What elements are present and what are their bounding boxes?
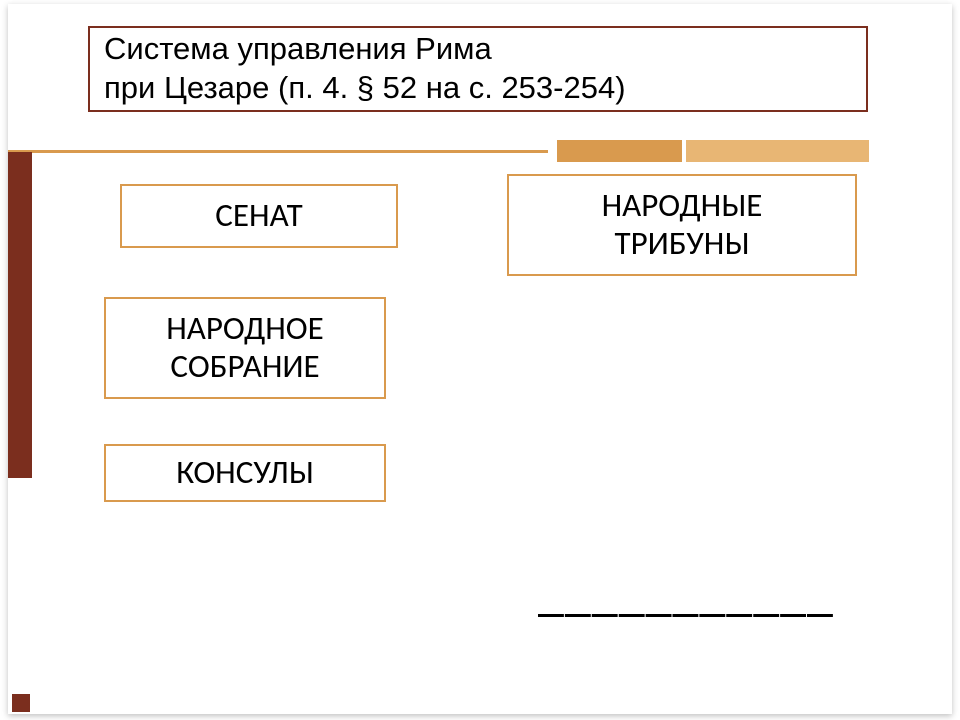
box-tribunes: НАРОДНЫЕ ТРИБУНЫ [507,174,857,276]
horizontal-rule [8,150,548,153]
accent-block-2 [686,140,869,162]
box-senate: СЕНАТ [120,184,398,248]
slide-canvas: Система управления Рима при Цезаре (п. 4… [8,4,952,714]
title-line1: Система управления Рима [104,31,492,66]
blank-text: ___________ [538,560,834,624]
accent-block-1 [557,140,682,162]
blank-line: ___________ [538,560,834,624]
box-consuls: КОНСУЛЫ [104,444,386,502]
title-box: Система управления Рима при Цезаре (п. 4… [88,26,868,112]
box-assembly: НАРОДНОЕ СОБРАНИЕ [104,297,386,399]
title-line2: при Цезаре (п. 4. § 52 на с. 253-254) [104,70,626,105]
box-tribunes-label: НАРОДНЫЕ ТРИБУНЫ [602,187,763,263]
corner-mark [12,694,30,712]
left-rail [8,152,32,478]
box-senate-label: СЕНАТ [215,197,302,235]
title-text: Система управления Рима при Цезаре (п. 4… [104,30,626,108]
box-consuls-label: КОНСУЛЫ [176,454,314,492]
box-assembly-label: НАРОДНОЕ СОБРАНИЕ [166,310,324,386]
